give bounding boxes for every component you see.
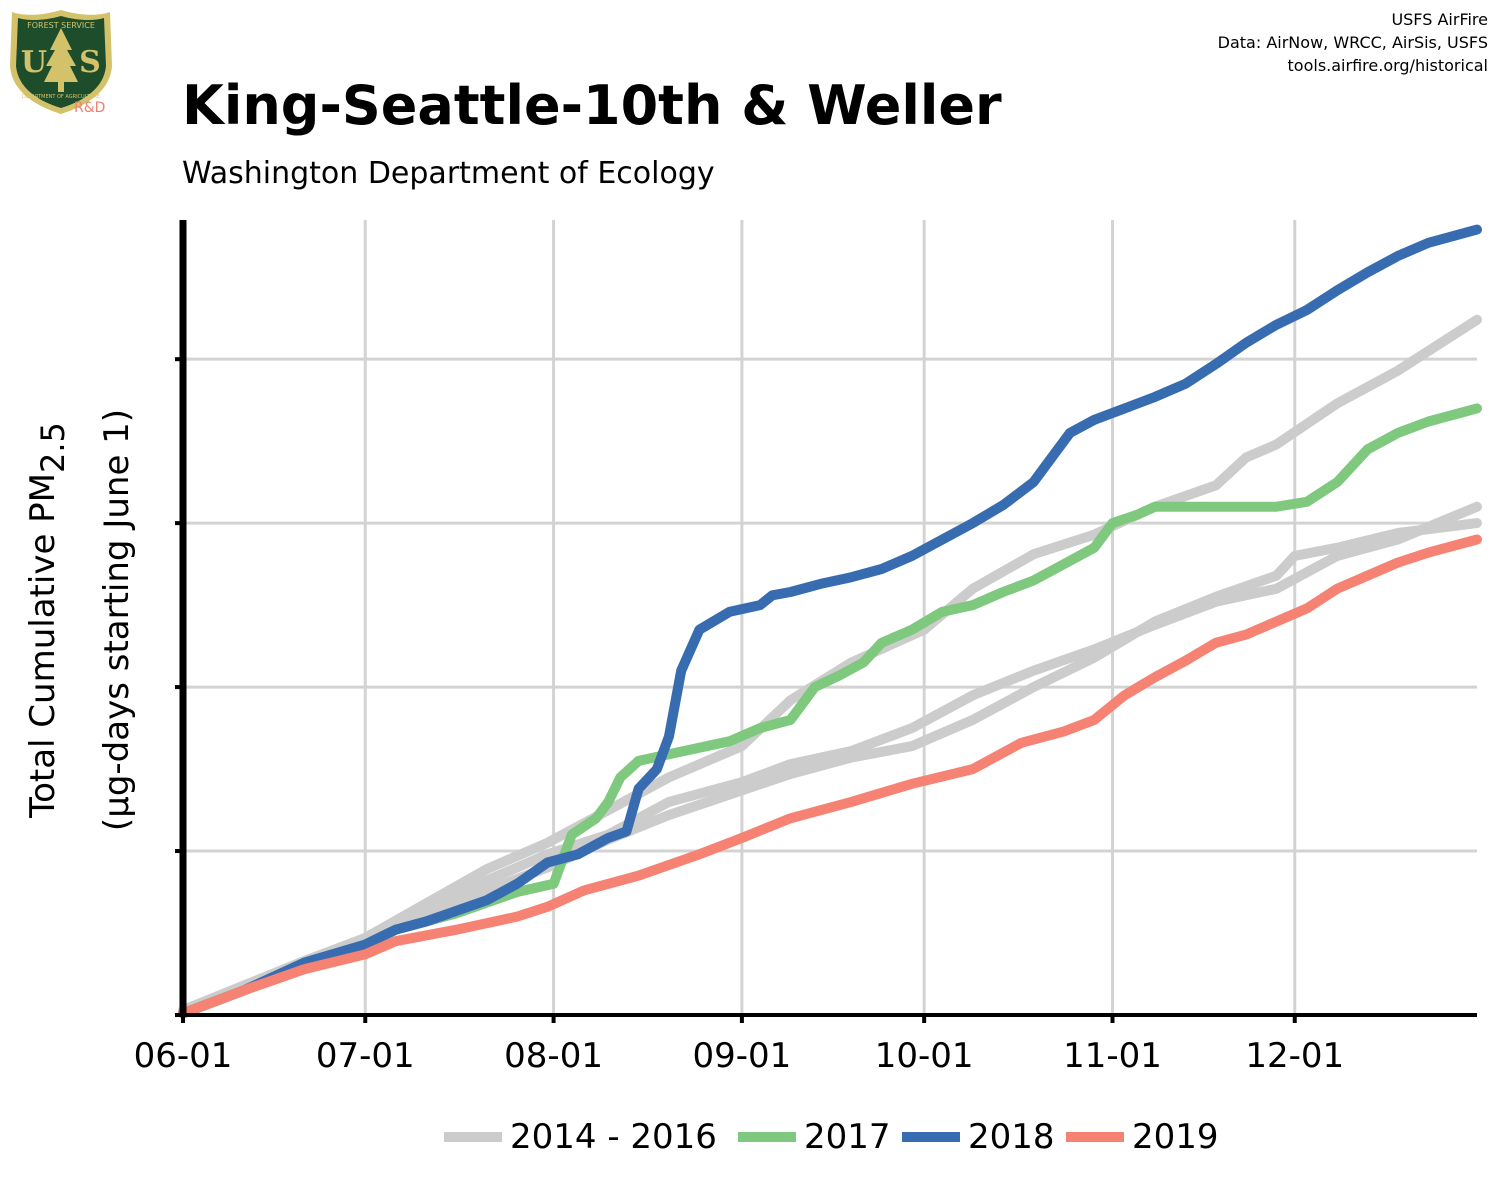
legend-item: 2019 xyxy=(1066,1115,1219,1159)
y-axis-units-label: (µg-days starting June 1) xyxy=(97,409,137,831)
axes: 06-01 07-01 08-01 09-01 10-01 11-01 12-01 xyxy=(134,220,1477,1076)
series-lines xyxy=(178,224,1482,1019)
logo-bottom-text: DEPARTMENT OF AGRICULTURE xyxy=(22,94,100,100)
grid xyxy=(183,220,1477,1015)
usfs-shield-icon: U S FOREST SERVICE DEPARTMENT OF AGRICUL… xyxy=(6,6,116,118)
legend-swatch xyxy=(444,1132,502,1142)
series-line-6 xyxy=(178,534,1482,1019)
x-tick-label: 12-01 xyxy=(1245,1036,1344,1076)
chart-title: King-Seattle-10th & Weller xyxy=(182,74,1002,137)
legend-swatch xyxy=(738,1132,796,1142)
logo-top-text: FOREST SERVICE xyxy=(27,21,95,30)
legend-item: 2017 xyxy=(738,1115,891,1159)
legend-label: 2014 - 2016 xyxy=(510,1117,717,1157)
legend-item: 2014 - 2016 xyxy=(444,1115,717,1159)
legend: 2014 - 2016 2017 2018 2019 xyxy=(0,1115,1500,1159)
legend-swatch xyxy=(1066,1132,1124,1142)
y-axis-label-subscript: 2.5 xyxy=(34,422,72,473)
x-tick-label: 06-01 xyxy=(134,1036,233,1076)
series-line-1 xyxy=(178,314,1482,1016)
credit-line-1: USFS AirFire xyxy=(1391,10,1488,29)
series-line-5 xyxy=(178,224,1482,1019)
credit-line-2: Data: AirNow, WRCC, AirSis, USFS xyxy=(1217,33,1488,52)
x-tick-label: 11-01 xyxy=(1063,1036,1162,1076)
x-tick-label: 07-01 xyxy=(316,1036,415,1076)
x-tick-label: 10-01 xyxy=(875,1036,974,1076)
logo-letter-s: S xyxy=(79,45,101,80)
legend-label: 2017 xyxy=(804,1117,891,1157)
series-line-4 xyxy=(178,403,1482,1019)
logo-letter-u: U xyxy=(21,45,47,80)
credit-line-3: tools.airfire.org/historical xyxy=(1287,56,1488,75)
legend-label: 2018 xyxy=(968,1117,1055,1157)
x-tick-label: 09-01 xyxy=(693,1036,792,1076)
x-tick-label: 08-01 xyxy=(504,1036,603,1076)
y-axis-label: Total Cumulative PM2.5 xyxy=(23,422,72,819)
legend-label: 2019 xyxy=(1132,1117,1219,1157)
legend-item: 2018 xyxy=(902,1115,1055,1159)
legend-swatch xyxy=(902,1132,960,1142)
logo-badge: R&D xyxy=(74,100,106,116)
chart-area: 06-01 07-01 08-01 09-01 10-01 11-01 12-01 Tota… xyxy=(23,220,1482,1076)
chart-subtitle: Washington Department of Ecology xyxy=(182,156,715,191)
